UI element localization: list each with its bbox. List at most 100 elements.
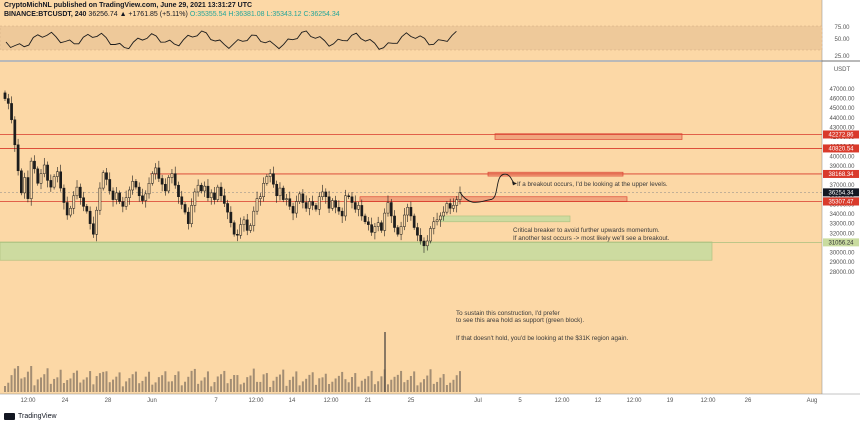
annotation-text: to see this area hold as support (green …	[456, 317, 584, 324]
volume-bar	[125, 381, 128, 392]
candle-body	[370, 224, 373, 233]
y-tick-label: 46000.00	[829, 97, 855, 103]
x-tick-label: 12:00	[248, 398, 264, 404]
candle-body	[186, 211, 190, 224]
volume-bar	[354, 373, 357, 392]
candle-body	[294, 201, 298, 214]
volume-bar	[131, 374, 134, 392]
candle-body	[95, 209, 99, 235]
x-tick-label: 12:00	[554, 398, 570, 404]
volume-bar	[144, 376, 147, 392]
candle-body	[360, 205, 364, 217]
candle-body	[46, 164, 49, 181]
candle-body	[131, 181, 135, 191]
x-tick-label: 12:00	[20, 398, 36, 404]
candle-body	[36, 168, 40, 184]
oscillator-tick-label: 25.00	[834, 54, 850, 60]
volume-bar	[334, 378, 337, 392]
x-tick-label: 12:00	[700, 398, 716, 404]
volume-bar	[92, 384, 95, 392]
volume-bar	[203, 377, 206, 392]
candle-body	[347, 195, 351, 197]
candle-body	[239, 224, 243, 236]
candle-body	[56, 171, 59, 177]
volume-bar	[265, 373, 268, 392]
price-tag-bg	[823, 169, 859, 178]
volume-bar	[278, 374, 281, 392]
candle-body	[265, 176, 269, 184]
candle-body	[403, 214, 406, 227]
candle-body	[121, 201, 125, 207]
candle-body	[255, 198, 259, 212]
volume-bar	[43, 374, 46, 392]
volume-bar	[59, 369, 62, 392]
candle-body	[376, 222, 380, 227]
candle-body	[26, 177, 30, 199]
volume-bar	[200, 380, 203, 392]
candle-body	[249, 225, 252, 231]
candle-body	[49, 180, 53, 188]
volume-bar	[49, 383, 52, 392]
price-tag-label: 40820.54	[828, 146, 854, 152]
volume-bar	[252, 368, 255, 392]
volume-bar	[118, 372, 121, 392]
candle-body	[442, 211, 445, 217]
x-tick-label: 12	[595, 398, 602, 404]
volume-bar	[422, 379, 425, 392]
volume-bar	[20, 378, 23, 392]
candle-body	[164, 183, 167, 192]
candle-body	[419, 234, 423, 242]
volume-bar	[174, 375, 177, 392]
volume-bar	[331, 381, 334, 392]
candle-body	[206, 185, 210, 198]
volume-bar	[298, 385, 301, 392]
brand-label: TradingView	[18, 413, 57, 420]
candle-body	[134, 181, 138, 188]
volume-bar	[377, 381, 380, 392]
candle-body	[23, 177, 26, 194]
volume-bar	[223, 370, 226, 392]
tradingview-logo[interactable]: TradingView	[4, 413, 57, 420]
y-tick-label: 34000.00	[829, 212, 855, 218]
candle-body	[455, 199, 459, 206]
candle-body	[330, 200, 334, 209]
price-tag-label: 35307.47	[828, 199, 854, 205]
y-tick-label: 28000.00	[829, 270, 855, 276]
candle-body	[393, 215, 396, 228]
candle-body	[147, 183, 151, 195]
volume-bar	[98, 373, 101, 392]
volume-bar	[108, 382, 111, 392]
volume-bar	[269, 387, 272, 392]
volume-bar	[373, 384, 376, 392]
candle-body	[75, 186, 79, 197]
volume-bar	[193, 368, 196, 392]
volume-bar	[36, 379, 39, 392]
candle-body	[229, 211, 233, 223]
x-tick-label: Jul	[474, 398, 482, 404]
candle-body	[311, 201, 315, 206]
volume-bar	[56, 377, 59, 392]
volume-bar	[7, 382, 10, 392]
candle-body	[150, 173, 154, 184]
ohlc-values: O:35355.54 H:36381.08 L:35343.12 C:36254…	[189, 11, 340, 18]
oscillator-tick-label: 75.00	[834, 25, 850, 31]
volume-bar	[40, 377, 43, 392]
volume-bar	[102, 371, 105, 392]
candle-body	[262, 183, 265, 197]
candle-body	[160, 178, 164, 185]
volume-bar	[452, 379, 455, 392]
x-tick-label: 12:00	[323, 398, 339, 404]
candle-body	[386, 202, 390, 214]
volume-bar	[324, 373, 327, 392]
candle-body	[62, 187, 66, 203]
volume-bar	[364, 378, 367, 392]
volume-bar	[380, 376, 383, 392]
volume-bar	[177, 371, 180, 392]
candle-body	[399, 226, 403, 235]
volume-bar	[400, 370, 403, 392]
price-tag-label: 36254.34	[828, 190, 854, 196]
volume-bar	[82, 379, 85, 392]
volume-bar	[164, 371, 167, 392]
volume-bar	[134, 371, 137, 392]
candle-body	[200, 184, 203, 192]
